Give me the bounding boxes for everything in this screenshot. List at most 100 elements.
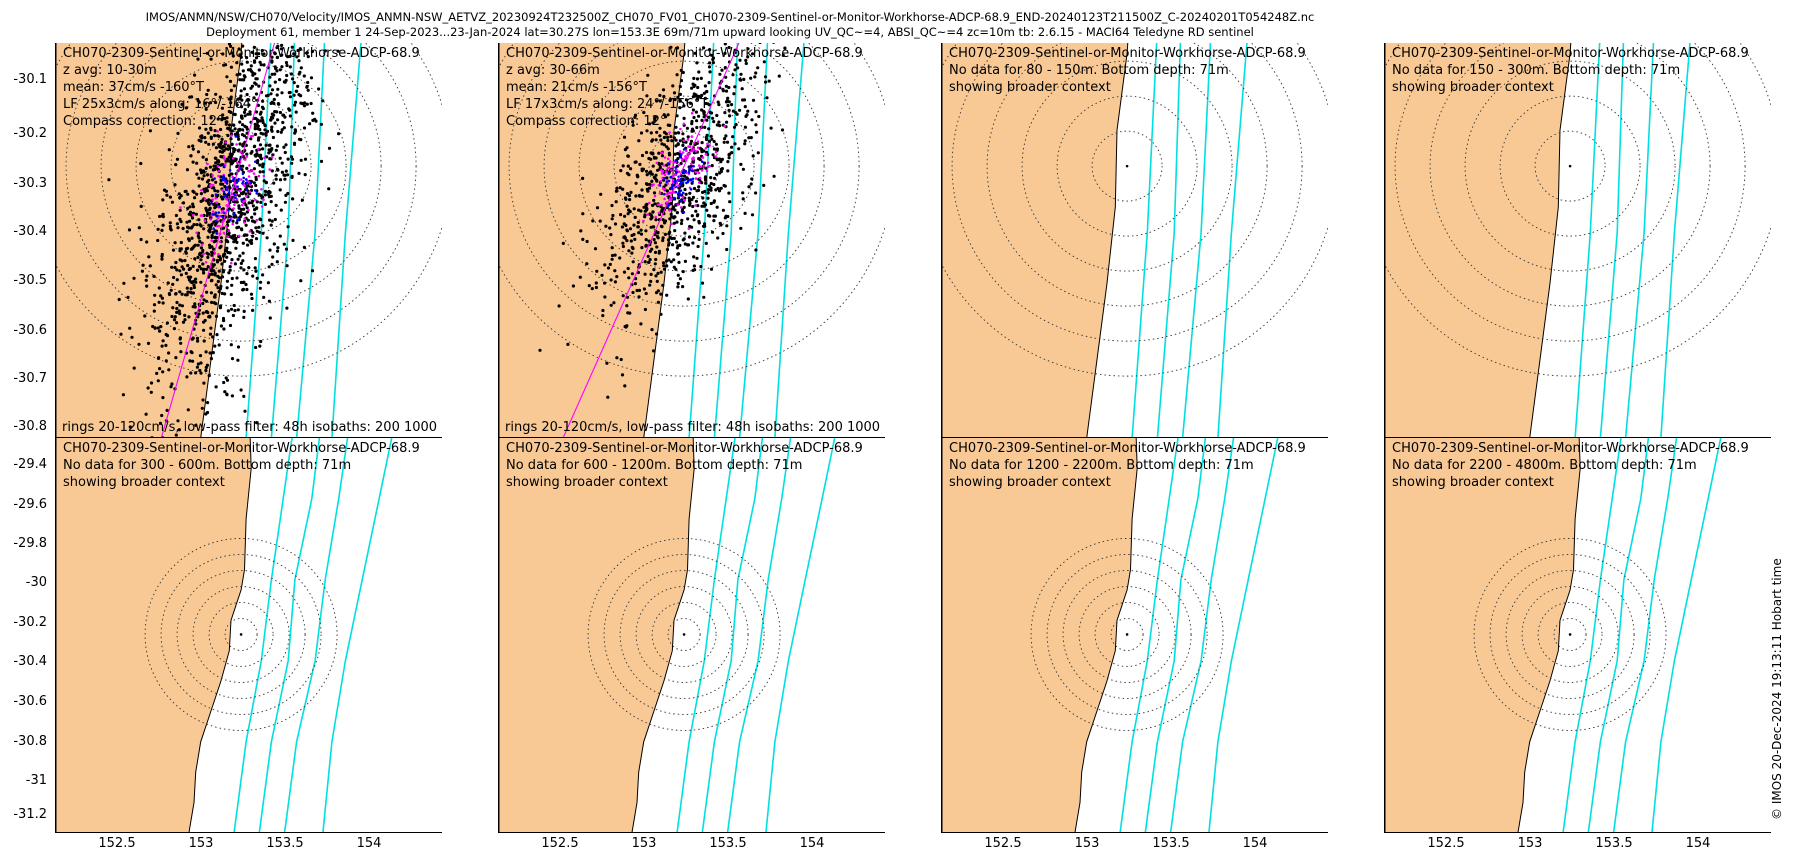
velocity-point	[633, 282, 637, 286]
velocity-point	[241, 144, 245, 148]
velocity-point	[640, 169, 644, 173]
velocity-point	[679, 221, 684, 226]
velocity-point	[647, 156, 651, 161]
velocity-point	[656, 271, 660, 275]
velocity-point	[225, 246, 229, 250]
velocity-point	[724, 134, 728, 138]
velocity-point	[186, 263, 190, 268]
velocity-point	[126, 295, 130, 299]
velocity-point	[173, 315, 177, 319]
velocity-point	[692, 115, 696, 120]
velocity-point	[712, 139, 716, 144]
velocity-point	[297, 171, 301, 175]
instrument-title: CH070-2309-Sentinel-or-Monitor-Workhorse…	[1392, 46, 1749, 61]
velocity-point	[653, 241, 657, 245]
velocity-point	[327, 187, 331, 191]
lowpass-scatter	[642, 111, 726, 231]
velocity-point	[241, 259, 245, 263]
velocity-point	[636, 220, 640, 225]
velocity-point	[633, 215, 637, 219]
velocity-point	[204, 127, 208, 131]
velocity-point	[175, 310, 179, 314]
velocity-point	[633, 115, 637, 119]
velocity-point	[179, 350, 183, 354]
velocity-point	[673, 152, 677, 156]
velocity-point	[699, 265, 703, 269]
velocity-point	[227, 271, 231, 275]
velocity-point	[695, 214, 699, 218]
velocity-point	[675, 114, 679, 118]
copyright-credit: © IMOS 20-Dec-2024 19:13:11 Hobart time	[1770, 558, 1784, 820]
velocity-point	[246, 112, 250, 116]
velocity-point	[649, 272, 653, 276]
x-tick-label: 152.5	[1427, 836, 1465, 851]
velocity-point	[206, 265, 210, 269]
velocity-point	[658, 93, 662, 97]
velocity-point	[693, 268, 697, 272]
velocity-point	[247, 266, 251, 270]
velocity-point	[261, 99, 265, 103]
velocity-point	[666, 138, 670, 143]
velocity-point	[213, 156, 217, 160]
velocity-point	[662, 267, 667, 271]
velocity-point	[216, 117, 220, 121]
velocity-point	[704, 166, 708, 170]
velocity-point	[242, 309, 246, 313]
velocity-point	[265, 155, 269, 159]
velocity-point	[703, 84, 707, 88]
panel-top-4: CH070-2309-Sentinel-or-Monitor-Workhorse…	[1384, 43, 1771, 438]
lowpass-point	[670, 197, 673, 201]
velocity-point	[644, 169, 649, 173]
lowpass-point	[227, 229, 231, 232]
velocity-point	[749, 136, 753, 140]
velocity-point	[139, 237, 143, 242]
velocity-point	[225, 116, 229, 120]
velocity-point	[623, 148, 627, 152]
velocity-point	[170, 265, 174, 269]
velocity-point	[180, 265, 184, 269]
velocity-point	[233, 112, 237, 117]
velocity-point	[706, 254, 710, 258]
velocity-point	[196, 57, 200, 61]
velocity-point	[247, 98, 251, 102]
velocity-point	[751, 154, 755, 158]
velocity-point	[631, 120, 635, 124]
speed-ring	[1464, 60, 1676, 272]
velocity-point	[683, 187, 687, 192]
velocity-point	[629, 190, 633, 194]
velocity-point	[145, 284, 149, 288]
velocity-point	[633, 237, 637, 241]
lowpass-point	[231, 222, 235, 226]
velocity-point	[196, 362, 200, 366]
velocity-point	[714, 188, 718, 192]
velocity-point	[741, 197, 745, 201]
velocity-point	[260, 116, 264, 120]
speed-ring	[135, 60, 347, 272]
velocity-point	[210, 245, 214, 249]
annotation-line: z avg: 30-66m	[506, 63, 600, 78]
velocity-point	[593, 247, 598, 251]
velocity-point	[191, 147, 195, 151]
velocity-point	[639, 131, 644, 135]
velocity-point	[293, 129, 298, 133]
velocity-point	[214, 146, 218, 150]
lowpass-point	[235, 143, 238, 146]
velocity-point	[695, 189, 699, 193]
velocity-point	[624, 325, 628, 329]
velocity-point	[689, 142, 693, 146]
velocity-point	[261, 118, 265, 123]
velocity-point	[679, 161, 683, 166]
velocity-point	[676, 95, 680, 99]
annotation-line: No data for 80 - 150m. Bottom depth: 71m	[949, 63, 1229, 78]
velocity-point	[741, 191, 745, 195]
velocity-point	[245, 272, 249, 276]
lowpass-point	[666, 157, 670, 161]
velocity-point	[627, 193, 632, 198]
velocity-point	[252, 59, 257, 63]
velocity-point	[672, 91, 677, 95]
velocity-point	[165, 193, 169, 197]
velocity-point	[270, 125, 274, 129]
velocity-point	[261, 273, 265, 277]
velocity-point	[689, 198, 694, 202]
velocity-point	[649, 225, 653, 229]
